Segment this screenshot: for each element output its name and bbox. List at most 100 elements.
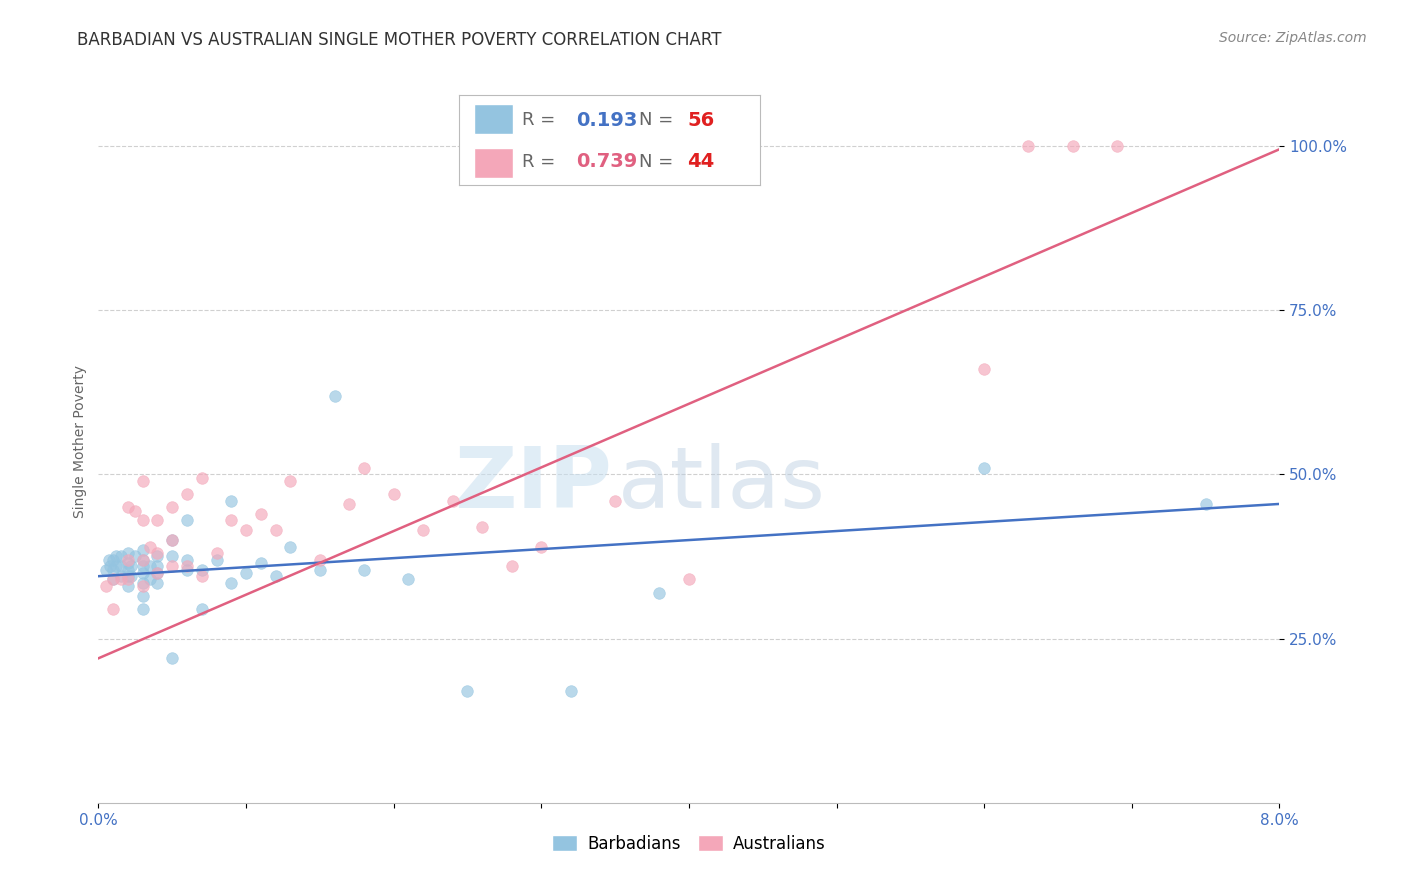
Point <box>103 602 125 616</box>
Point <box>139 559 162 574</box>
Point <box>117 546 139 560</box>
Point <box>117 500 139 515</box>
Point <box>398 573 420 587</box>
Point <box>221 575 243 590</box>
Point <box>146 575 169 590</box>
Point <box>132 579 155 593</box>
Point <box>501 559 523 574</box>
Point <box>132 553 155 567</box>
Point <box>221 493 243 508</box>
Point <box>471 520 494 534</box>
Point <box>132 553 155 567</box>
Point <box>353 460 375 475</box>
Point <box>264 569 287 583</box>
Point <box>973 362 995 376</box>
Point <box>323 388 346 402</box>
Point <box>98 559 121 574</box>
Point <box>105 559 128 574</box>
Point <box>309 553 332 567</box>
Point <box>176 563 198 577</box>
Point <box>176 553 198 567</box>
Point <box>162 559 183 574</box>
Point <box>176 559 198 574</box>
Point <box>132 566 155 580</box>
Point <box>146 549 169 564</box>
Point <box>1062 139 1084 153</box>
Point <box>132 513 155 527</box>
Point <box>105 549 128 564</box>
Point <box>103 573 125 587</box>
Point <box>339 497 361 511</box>
Point <box>162 500 183 515</box>
Point <box>162 651 183 665</box>
Point <box>264 523 287 537</box>
Point <box>110 549 132 564</box>
Point <box>110 569 132 583</box>
Point <box>441 493 464 508</box>
Point <box>176 487 198 501</box>
Point <box>120 569 142 583</box>
Point <box>132 589 155 603</box>
Point <box>221 513 243 527</box>
Point <box>1018 139 1040 153</box>
Point <box>412 523 434 537</box>
Point <box>382 487 405 501</box>
Point <box>191 563 214 577</box>
Point <box>146 546 169 560</box>
Point <box>191 569 214 583</box>
Point <box>648 585 671 599</box>
Point <box>132 474 155 488</box>
Point <box>457 684 479 698</box>
Point <box>309 563 332 577</box>
Point <box>132 602 155 616</box>
Point <box>124 503 146 517</box>
Point <box>560 684 582 698</box>
Point <box>117 553 139 567</box>
Point <box>280 474 302 488</box>
Point <box>162 533 183 547</box>
Point <box>1195 497 1218 511</box>
Point <box>94 563 117 577</box>
Point <box>146 566 169 580</box>
Point <box>97 553 120 567</box>
Point <box>117 563 139 577</box>
Point <box>94 579 117 593</box>
Point <box>132 559 155 574</box>
Point <box>205 553 228 567</box>
Point <box>205 546 228 560</box>
Point <box>1107 139 1129 153</box>
Point <box>235 566 257 580</box>
Point <box>162 533 183 547</box>
Point <box>250 507 273 521</box>
Point <box>191 602 214 616</box>
Point <box>103 553 125 567</box>
Point <box>103 563 125 577</box>
Legend: Barbadians, Australians: Barbadians, Australians <box>546 828 832 860</box>
Point <box>678 573 700 587</box>
Text: BARBADIAN VS AUSTRALIAN SINGLE MOTHER POVERTY CORRELATION CHART: BARBADIAN VS AUSTRALIAN SINGLE MOTHER PO… <box>77 31 721 49</box>
Point <box>132 542 155 557</box>
Point <box>139 573 162 587</box>
Point <box>280 540 302 554</box>
Point <box>191 471 214 485</box>
Point <box>530 540 553 554</box>
Point <box>146 559 169 574</box>
Text: Source: ZipAtlas.com: Source: ZipAtlas.com <box>1219 31 1367 45</box>
Point <box>235 523 257 537</box>
Point <box>110 573 132 587</box>
Point <box>146 513 169 527</box>
Text: atlas: atlas <box>619 443 827 526</box>
Point <box>103 573 125 587</box>
Point <box>117 569 139 583</box>
Point <box>139 540 162 554</box>
Point <box>120 559 142 574</box>
Point <box>605 493 627 508</box>
Point <box>146 566 169 580</box>
Y-axis label: Single Mother Poverty: Single Mother Poverty <box>73 365 87 518</box>
Point <box>250 556 273 570</box>
Point <box>117 556 139 570</box>
Point <box>117 573 139 587</box>
Point <box>162 549 183 564</box>
Point <box>132 575 155 590</box>
Point <box>353 563 375 577</box>
